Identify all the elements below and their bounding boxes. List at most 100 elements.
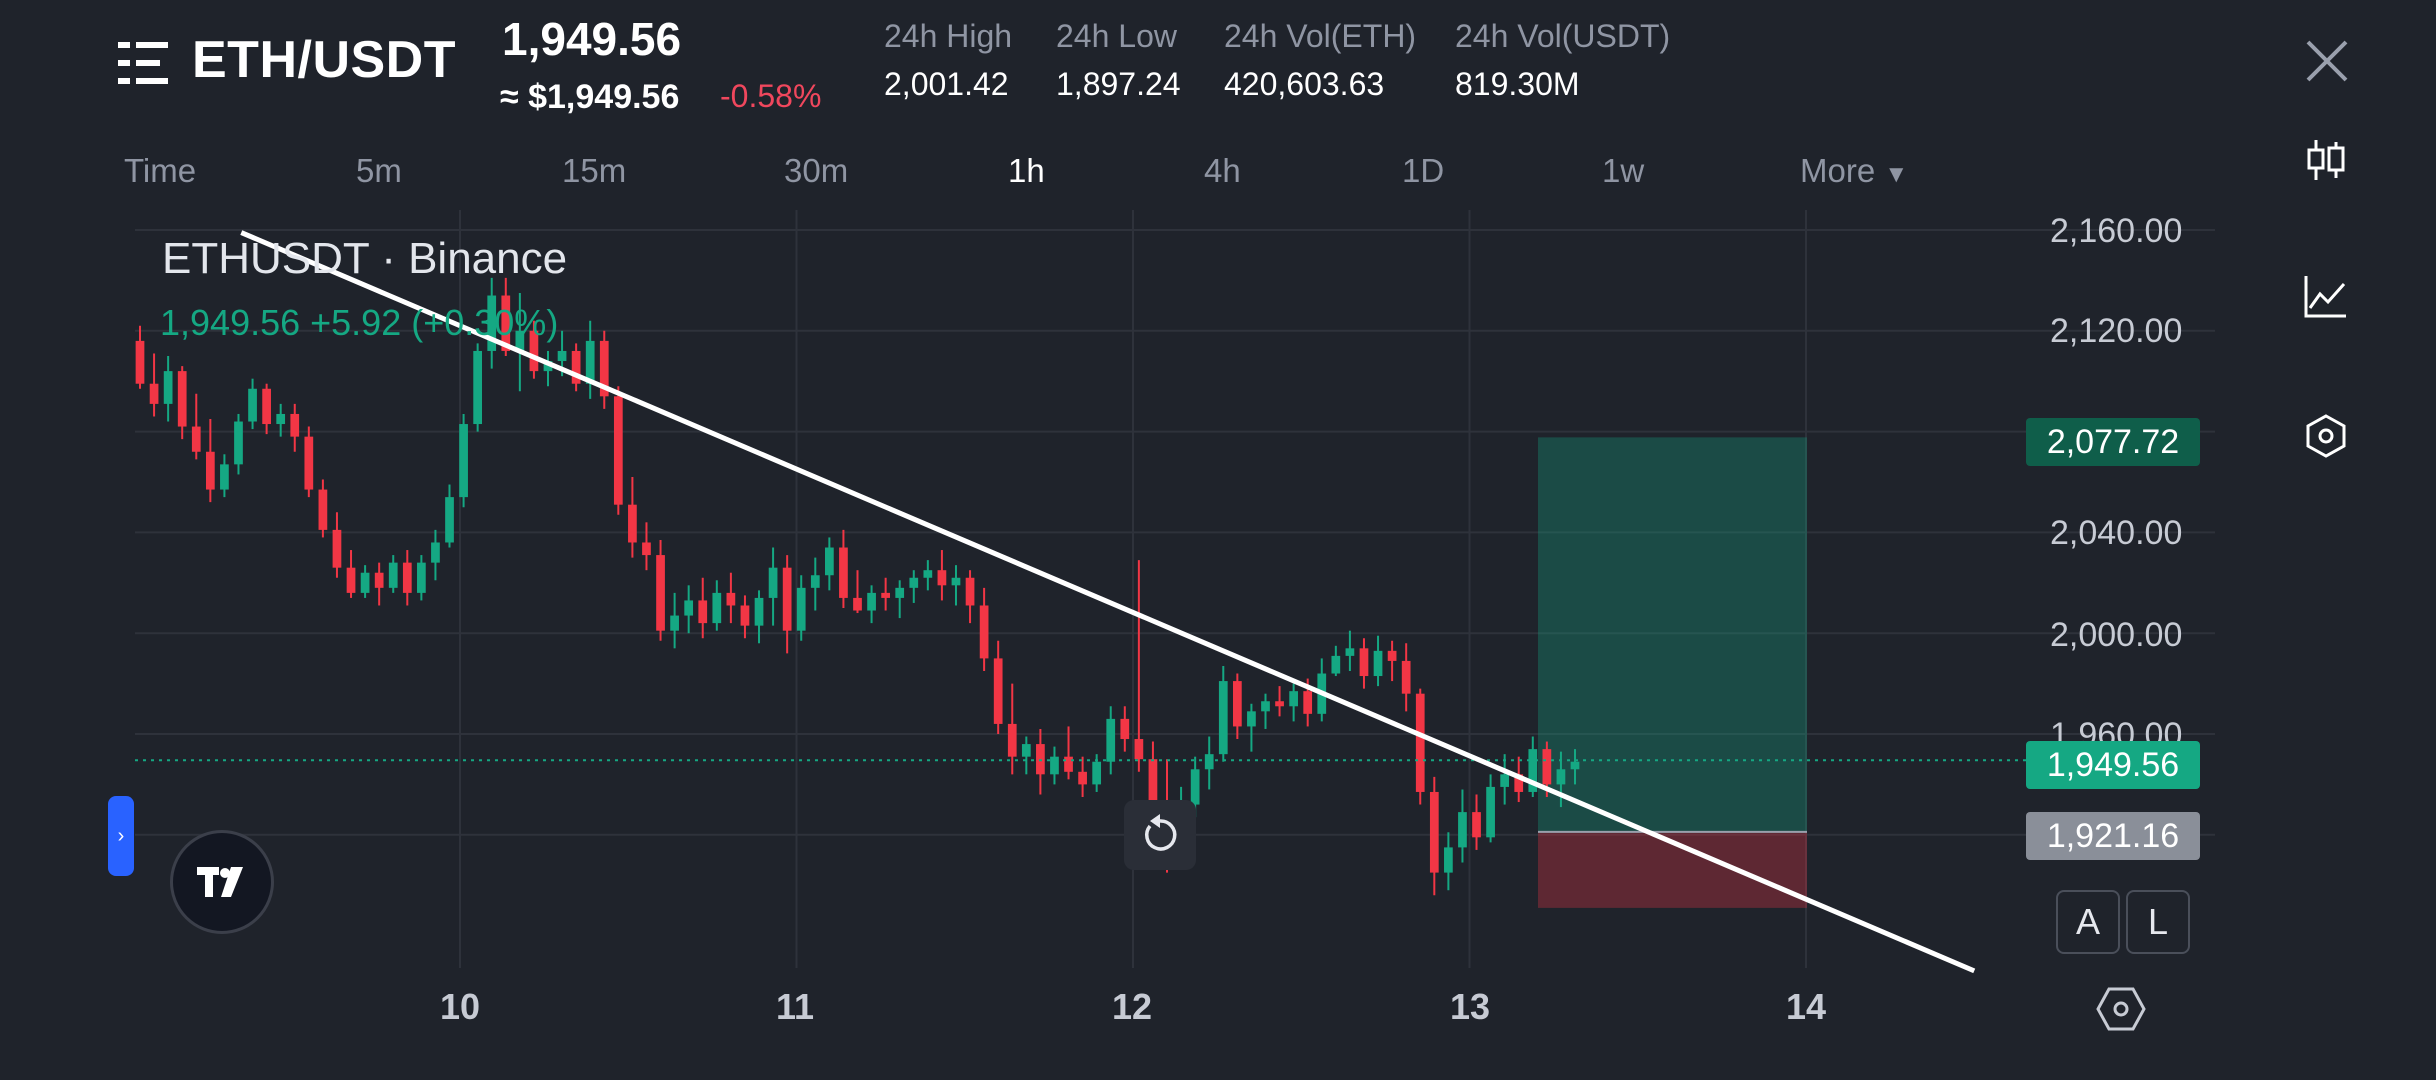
tab-30m[interactable]: 30m: [784, 152, 849, 189]
candle: [1289, 691, 1298, 707]
tab-1d[interactable]: 1D: [1402, 152, 1445, 189]
candle: [1401, 660, 1411, 694]
candle: [1514, 774, 1524, 792]
tab-15m[interactable]: 15m: [562, 152, 627, 189]
candle: [867, 592, 876, 611]
chart-settings-icon[interactable]: [2096, 986, 2146, 1032]
tab-more[interactable]: More ▼: [1800, 152, 1908, 190]
candle: [543, 361, 553, 372]
stat-value-24h-high: 2,001.42: [884, 66, 1009, 102]
candle: [656, 555, 665, 631]
candle: [1486, 786, 1495, 838]
candle: [684, 600, 694, 616]
stat-value-24h-vol-usdt: 819.30M: [1455, 66, 1580, 102]
candle: [712, 592, 722, 624]
candle: [417, 562, 426, 593]
candle: [937, 570, 947, 586]
candle: [1275, 701, 1284, 707]
menu-icon[interactable]: [118, 40, 168, 86]
trading-pair-title[interactable]: ETH/USDT: [192, 31, 456, 89]
candle: [1232, 681, 1242, 727]
trendline: [240, 230, 1976, 974]
candle: [965, 577, 975, 606]
tab-5m[interactable]: 5m: [356, 152, 402, 189]
candle: [993, 658, 1003, 724]
candle: [1458, 812, 1467, 848]
candle: [346, 567, 356, 593]
candle: [388, 562, 398, 588]
candle: [1528, 749, 1538, 792]
stat-label-24h-low: 24h Low: [1056, 18, 1177, 54]
candle: [501, 295, 511, 351]
candle: [1542, 749, 1552, 785]
candle: [135, 340, 145, 384]
candle: [248, 388, 257, 422]
candle: [473, 350, 483, 425]
candle: [1064, 756, 1073, 772]
tradingview-logo-icon: [197, 867, 243, 897]
reset-chart-button[interactable]: [1124, 800, 1196, 870]
candle: [923, 570, 933, 578]
candle: [740, 605, 750, 626]
candle: [810, 575, 820, 588]
tab-1w[interactable]: 1w: [1602, 152, 1645, 189]
candle: [276, 413, 286, 425]
candle: [402, 562, 412, 593]
y-axis-tick: 2,000.00: [2050, 616, 2183, 654]
candle: [360, 572, 370, 593]
candle: [1429, 791, 1439, 873]
side-panel-toggle[interactable]: ›: [108, 796, 134, 876]
candle: [853, 597, 862, 611]
current-price-label: 1,949.56: [2026, 741, 2200, 789]
tab-1h[interactable]: 1h: [1008, 152, 1045, 189]
price-change-percent: -0.58%: [720, 78, 822, 114]
candle: [754, 597, 764, 626]
stop-price-label: 1,921.16: [2026, 812, 2200, 860]
candle: [628, 504, 637, 543]
candle: [726, 592, 736, 606]
target-zone: [1538, 437, 1807, 761]
x-axis-tick: 14: [1786, 986, 1827, 1027]
candle: [1021, 744, 1031, 757]
last-price: 1,949.56: [502, 13, 682, 65]
indicator-chart-icon[interactable]: [2302, 272, 2350, 320]
candle: [177, 371, 187, 427]
candle: [642, 542, 651, 556]
candle: [304, 436, 314, 490]
candle: [1007, 723, 1017, 757]
stat-value-24h-vol-eth: 420,603.63: [1224, 66, 1385, 102]
candle: [613, 396, 623, 505]
candle: [1261, 701, 1270, 712]
stat-value-24h-low: 1,897.24: [1056, 66, 1181, 102]
settings-hexagon-icon[interactable]: [2302, 412, 2350, 460]
stat-label-24h-vol-eth: 24h Vol(ETH): [1224, 18, 1417, 54]
candlestick-icon[interactable]: [2302, 136, 2350, 184]
candle: [290, 413, 300, 437]
candle: [1373, 650, 1383, 677]
candle: [1303, 691, 1313, 714]
candle: [487, 295, 497, 351]
target-price-label: 2,077.72: [2026, 418, 2200, 466]
candle: [1570, 761, 1580, 770]
more-label: More: [1800, 152, 1876, 189]
candle: [1218, 681, 1228, 755]
log-scale-button[interactable]: L: [2126, 890, 2190, 954]
usd-equivalent: ≈ $1,949.56: [500, 78, 680, 116]
candle: [979, 605, 989, 659]
candle: [1120, 718, 1130, 740]
candle: [191, 426, 201, 452]
candle: [529, 330, 539, 372]
candle: [825, 547, 834, 576]
close-icon[interactable]: [2304, 38, 2350, 84]
y-axis-tick: 2,120.00: [2050, 312, 2183, 350]
tradingview-logo[interactable]: [170, 830, 274, 934]
target-zone: [1538, 760, 1807, 832]
tab-time[interactable]: Time: [124, 152, 197, 189]
alert-button[interactable]: A: [2056, 890, 2120, 954]
candle: [1500, 774, 1510, 787]
candle: [1556, 769, 1566, 785]
tab-4h[interactable]: 4h: [1204, 152, 1241, 189]
stat-label-24h-vol-usdt: 24h Vol(USDT): [1455, 18, 1671, 54]
candle: [881, 592, 890, 598]
